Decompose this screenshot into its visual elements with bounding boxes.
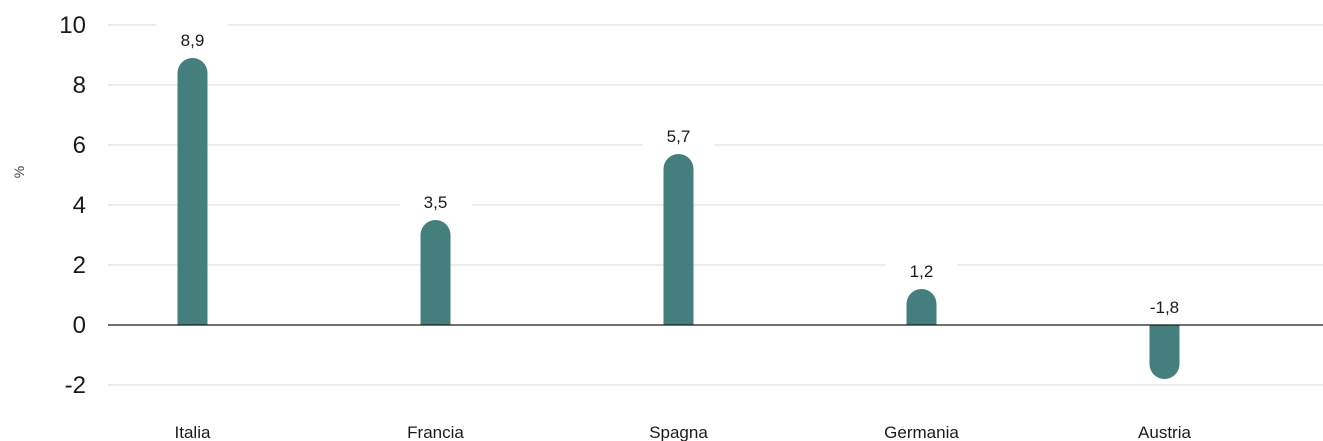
y-tick-label: 10 bbox=[59, 12, 86, 39]
y-tick-label: 0 bbox=[73, 312, 86, 339]
data-label: -1,8 bbox=[1150, 298, 1179, 317]
x-tick-label: Francia bbox=[407, 423, 464, 441]
bar-germania bbox=[906, 289, 937, 325]
bar-francia bbox=[420, 220, 451, 325]
data-label-background bbox=[1128, 291, 1201, 321]
x-tick-label: Italia bbox=[175, 423, 211, 441]
bar-italia bbox=[177, 58, 208, 325]
data-label: 1,2 bbox=[910, 262, 934, 281]
data-label-background bbox=[642, 120, 715, 150]
x-tick-label: Austria bbox=[1138, 423, 1191, 441]
data-label: 8,9 bbox=[181, 31, 205, 50]
y-axis-ticks: -2 0 2 4 6 8 10 bbox=[59, 12, 86, 399]
data-label-background bbox=[885, 255, 958, 285]
bar-spagna bbox=[663, 154, 694, 325]
x-axis-ticks: Italia Francia Spagna Germania Austria bbox=[175, 423, 1192, 441]
bars bbox=[177, 58, 1180, 380]
x-tick-label: Germania bbox=[884, 423, 959, 441]
bar-austria bbox=[1149, 325, 1180, 380]
y-tick-label: 6 bbox=[73, 132, 86, 159]
y-tick-label: 8 bbox=[73, 72, 86, 99]
y-axis-label: % bbox=[11, 166, 27, 178]
data-label-background bbox=[156, 24, 229, 54]
y-tick-label: 4 bbox=[73, 192, 86, 219]
data-label-background bbox=[399, 186, 472, 216]
data-labels: 8,9 3,5 5,7 1,2 -1,8 bbox=[156, 24, 1201, 321]
data-label: 5,7 bbox=[667, 127, 691, 146]
data-label: 3,5 bbox=[424, 193, 448, 212]
y-tick-label: -2 bbox=[65, 372, 86, 399]
x-tick-label: Spagna bbox=[649, 423, 708, 441]
gridlines bbox=[108, 24, 1323, 386]
y-tick-label: 2 bbox=[73, 252, 86, 279]
